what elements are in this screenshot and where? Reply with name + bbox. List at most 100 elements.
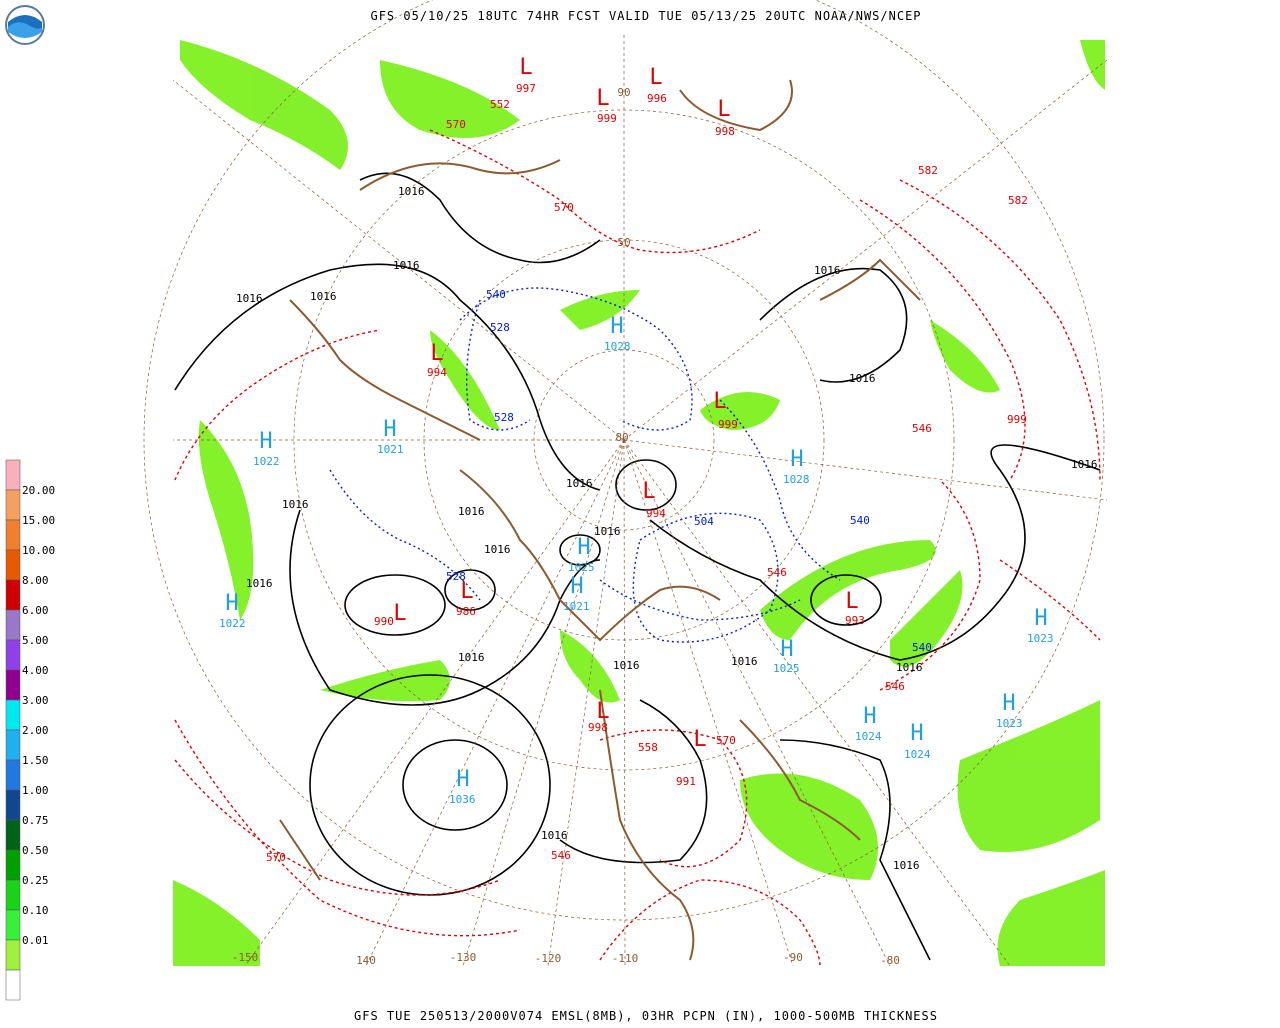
legend-swatch: [5, 729, 21, 761]
isobar-label: 1016: [1071, 458, 1098, 471]
legend-label: 3.00: [22, 694, 49, 707]
isobar-label: 1016: [566, 477, 593, 490]
legend-label: 4.00: [22, 664, 49, 677]
pressure-center-value: 1024: [855, 730, 882, 743]
lat-lon-grid: [143, 0, 1108, 967]
pressure-center-letter: H: [225, 591, 238, 616]
isobar-label: 1016: [849, 372, 876, 385]
pressure-center-value: 993: [845, 614, 865, 627]
legend-swatch: [5, 519, 21, 551]
legend-label: 2.00: [22, 724, 49, 737]
pressure-center-value: 1028: [783, 473, 810, 486]
thickness-label: 582: [918, 164, 938, 177]
pressure-center-letter: L: [393, 601, 406, 626]
legend-swatch: [5, 819, 21, 851]
pressure-center-letter: H: [570, 574, 583, 599]
isobar-label: 1016: [613, 659, 640, 672]
legend-swatch: [5, 639, 21, 671]
pressure-center-letter: H: [610, 314, 623, 339]
grid-label: -130: [450, 951, 477, 964]
pressure-center-letter: L: [693, 727, 706, 752]
grid-label: 80: [615, 431, 628, 444]
coastlines: [279, 79, 921, 961]
blue-thickness-contours: [329, 287, 841, 643]
grid-label: 90: [617, 86, 630, 99]
pressure-center-value: 986: [456, 605, 476, 618]
pressure-center-value: 1025: [773, 662, 800, 675]
isobars: [174, 172, 1101, 961]
pressure-center-letter: H: [780, 637, 793, 662]
pressure-center-letter: L: [519, 55, 532, 80]
legend-label: 0.50: [22, 844, 49, 857]
isobar-label: 1016: [246, 577, 273, 590]
pressure-center-letter: H: [1002, 691, 1015, 716]
legend-swatch: [5, 879, 21, 911]
pressure-center-letter: L: [649, 65, 662, 90]
legend-label: 20.00: [22, 484, 55, 497]
isobar-label: 1016: [458, 505, 485, 518]
isobar-label: 1016: [236, 292, 263, 305]
thickness-label: 504: [694, 515, 714, 528]
pressure-center-value: 1036: [449, 793, 476, 806]
grid-label: -120: [535, 952, 562, 965]
pressure-center-letter: H: [259, 429, 272, 454]
isobar-label: 1016: [896, 661, 923, 674]
pressure-center-value: 998: [715, 125, 735, 138]
legend-label: 6.00: [22, 604, 49, 617]
thickness-label: 570: [554, 201, 574, 214]
map-caption: GFS TUE 250513/2000V074 EMSL(8MB), 03HR …: [354, 1009, 938, 1023]
red-thickness-contours: [174, 129, 1101, 967]
pressure-center-value: 1021: [563, 600, 590, 613]
legend: 20.00 15.00 10.00 8.00 6.00 5.00 4.00 3.00 2.00 1…: [5, 459, 55, 1001]
map-title: GFS 05/10/25 18UTC 74HR FCST VALID TUE 0…: [370, 9, 921, 23]
legend-label: 1.00: [22, 784, 49, 797]
thickness-label: 546: [885, 680, 905, 693]
pressure-center-letter: H: [790, 447, 803, 472]
legend-label: 0.01: [22, 934, 49, 947]
thickness-label: 570: [266, 851, 286, 864]
isobar-label: 1016: [310, 290, 337, 303]
pressure-center-value: 1028: [604, 340, 631, 353]
pressure-center-letter: H: [1034, 606, 1047, 631]
legend-swatch: [5, 489, 21, 521]
pressure-center-letter: L: [713, 389, 726, 414]
legend-swatch: [5, 579, 21, 611]
pressure-center-letter: H: [383, 417, 396, 442]
thickness-label: 540: [850, 514, 870, 527]
isobar-label: 1016: [484, 543, 511, 556]
legend-swatch: [5, 789, 21, 821]
thickness-label: 528: [494, 411, 514, 424]
pressure-center-value: 990: [374, 615, 394, 628]
pressure-center-letter: L: [642, 479, 655, 504]
legend-label: 0.75: [22, 814, 49, 827]
thickness-label: 570: [446, 118, 466, 131]
pressure-center-letter: L: [717, 97, 730, 122]
legend-swatch: [5, 459, 21, 491]
pressure-center-value: 1025: [568, 561, 595, 574]
pressure-center-value: 994: [427, 366, 447, 379]
thickness-label: 546: [767, 566, 787, 579]
legend-swatch: [5, 699, 21, 731]
pressure-center-value: 1023: [996, 717, 1023, 730]
pressure-center-value: 996: [647, 92, 667, 105]
legend-label: 10.00: [22, 544, 55, 557]
pressure-center-letter: H: [456, 767, 469, 792]
pressure-center-value: 997: [516, 82, 536, 95]
isobar-label: 1016: [541, 829, 568, 842]
legend-swatch: [5, 759, 21, 791]
grid-label: 50: [617, 236, 630, 249]
precip-areas: [173, 40, 1105, 966]
isobar-label: 1016: [282, 498, 309, 511]
legend-swatch: [5, 969, 21, 1001]
grid-label: -150: [232, 951, 259, 964]
grid-label: -90: [783, 951, 803, 964]
thickness-label: 570: [716, 734, 736, 747]
isobar-label: 1016: [814, 264, 841, 277]
legend-label: 5.00: [22, 634, 49, 647]
legend-label: 15.00: [22, 514, 55, 527]
thickness-label: 540: [486, 288, 506, 301]
pressure-center-value: 1023: [1027, 632, 1054, 645]
pressure-center-letter: H: [910, 721, 923, 746]
pressure-center-value: 999: [718, 418, 738, 431]
pressure-center-letter: L: [596, 86, 609, 111]
